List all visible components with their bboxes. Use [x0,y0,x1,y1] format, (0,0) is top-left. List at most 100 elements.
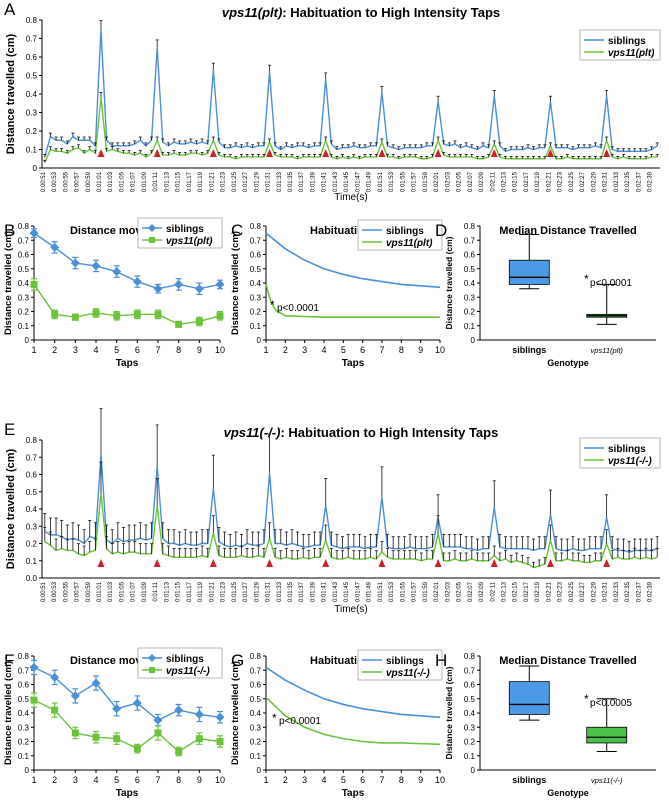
panel-g-y-tick-label: 0.6 [250,681,262,690]
x-tick-label: 0:01:05 [119,171,125,192]
y-axis-title: Distance travelled (cm) [3,231,14,335]
x-tick-label: 4 [93,345,98,355]
panel-a-y-tick-label: 0.7 [26,35,38,44]
x-tick-label: 0:01:07 [131,581,137,602]
tap-arrow [490,149,498,157]
x-tick-label: 0:02:35 [625,171,631,192]
panel-a-y-tick-label: 0.1 [26,146,38,155]
data-point-mutant [30,696,38,704]
panel-c-y-tick-label: 0 [257,336,262,345]
x-tick-label: 0:01:31 [266,581,272,602]
x-tick-label: 0:02:29 [591,171,597,192]
panel-c-y-tick-label: 0.6 [250,251,262,260]
x-tick-label: 2 [283,775,288,785]
panel-f-legend-marker [149,667,155,673]
x-tick-label: 0:00:51 [41,581,47,602]
x-tick-label: 0:00:55 [63,171,69,192]
data-point-mutant [154,729,162,737]
x-tick-label: 0:02:25 [569,581,575,602]
x-tick-label: 7 [379,345,384,355]
panel-b-y-tick-label: 0.2 [18,308,30,317]
x-tick-label: 0:01:11 [153,171,159,191]
panel-g-legend-label: siblings [386,656,424,667]
panel-e-legend-label: siblings [608,444,646,455]
x-tick-label: 0:01:39 [310,171,316,192]
x-tick-label: 0:02:07 [468,171,474,192]
x-tick-label: 8 [176,775,181,785]
tap-arrow [322,149,330,157]
x-tick-label: 0:01:53 [389,171,395,192]
title-italic-part: vps11(plt) [222,5,282,20]
panel-f-y-tick-label: 0.6 [18,681,30,690]
panel-b-y-tick-label: 0 [25,336,30,345]
panel-g-y-tick-label: 0.5 [250,695,262,704]
panel-d-y-tick-label: 0.8 [464,222,476,231]
panel-d-y-tick-label: 0.6 [464,251,476,260]
p-value-annotation: p<0.0001 [277,303,319,314]
x-tick-label: 0:01:09 [142,581,148,602]
panel-e-y-tick-label: 0.3 [26,522,38,531]
panel-d-y-tick-label: 0.5 [464,265,476,274]
x-tick-label: 0:02:05 [457,581,463,602]
x-tick-label: 0:01:21 [209,171,215,192]
x-tick-label: 0:02:19 [535,581,541,602]
x-tick-label: 10 [435,775,445,785]
panel-c-y-tick-label: 0.5 [250,265,262,274]
x-tick-label: 4 [321,775,326,785]
panel-d-y-tick-label: 0.2 [464,308,476,317]
panel-f-y-tick-label: 0.3 [18,723,30,732]
x-tick-label: 0:00:57 [75,171,81,192]
panel-c-y-tick-label: 0.3 [250,293,262,302]
tap-arrow [322,559,330,567]
panel-f-y-tick-label: 0.4 [18,709,30,718]
panel-c-y-tick-label: 0.7 [250,236,262,245]
panel-b-y-tick-label: 0.6 [18,251,30,260]
x-tick-label: 0:02:31 [603,171,609,192]
panel-f-y-tick-label: 0.5 [18,695,30,704]
panel-a-y-tick-label: 0.4 [26,90,38,99]
y-axis-title: Distance travelled (cm) [3,661,14,765]
x-tick-label: 0:01:19 [198,581,204,602]
x-tick-label: 6 [135,775,140,785]
tap-arrow [603,559,611,567]
x-tick-label: 6 [360,775,365,785]
data-point-mutant [175,320,183,328]
panel-letter-c: C [231,221,243,240]
panel-e-y-tick-label: 0.6 [26,471,38,480]
panel-letter-d: D [435,221,447,240]
x-tick-label: 9 [197,345,202,355]
title-rest-part: : Habituation to High Intensity Taps [280,425,498,440]
significance-star: * [270,298,275,312]
data-point-siblings [215,712,225,722]
x-tick-label: 0:01:23 [221,581,227,602]
x-tick-label: 0:01:31 [266,171,272,192]
panel-g-y-tick-label: 0.3 [250,723,262,732]
y-axis-title: Distance travelled (cm) [444,236,454,329]
panel-h-y-tick-label: 0.1 [464,752,476,761]
panel-b-y-tick-label: 0.8 [18,222,30,231]
data-point-siblings [153,284,163,294]
x-tick-label: 0:02:21 [546,581,552,602]
x-tick-label: 0:01:43 [333,171,339,192]
x-tick-label: 5 [114,345,119,355]
panel-b-legend-label: siblings [166,224,204,235]
x-tick-label: 5 [341,345,346,355]
x-tick-label: 0:01:11 [153,581,159,601]
tap-arrow [546,559,554,567]
x-tick-label: 1 [31,775,36,785]
title-rest-part: : Habituation to High Intensity Taps [282,5,500,20]
x-axis-title: Taps [342,358,365,369]
panel-b-y-tick-label: 0.5 [18,265,30,274]
data-point-siblings [50,242,60,252]
x-tick-label: 0:02:05 [457,171,463,192]
x-tick-label: 2 [52,345,57,355]
x-axis-title: Time(s) [334,192,368,203]
x-tick-label: 0:02:31 [603,581,609,602]
panel-e-y-tick-label: 0.1 [26,557,38,566]
decay-curve-mutant [265,284,440,319]
data-point-mutant [92,309,100,317]
tap-arrow [209,149,217,157]
panel-a-legend [579,29,661,61]
data-point-siblings [50,672,60,682]
data-point-mutant [216,738,224,745]
